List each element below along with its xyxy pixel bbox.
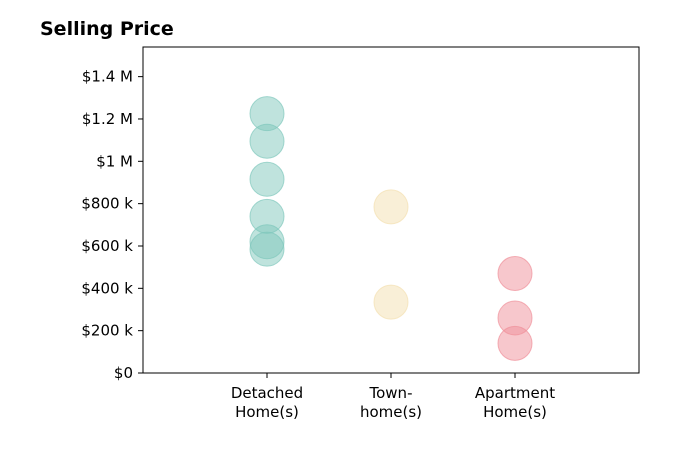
- data-point: [249, 231, 285, 267]
- y-tick-label: $1.2 M: [82, 110, 133, 128]
- y-tick-label: $0: [114, 364, 133, 382]
- x-tick-label-line: home(s): [360, 403, 422, 421]
- x-tick-label: Town-home(s): [360, 384, 422, 421]
- y-tick-label: $1.4 M: [82, 68, 133, 86]
- data-point: [497, 256, 533, 292]
- y-tick-label: $1 M: [96, 152, 133, 170]
- y-tick-label: $600 k: [81, 237, 133, 255]
- data-point: [373, 189, 409, 225]
- x-tick-label-line: Town-: [369, 384, 413, 402]
- x-tick-label-line: Apartment: [475, 384, 555, 402]
- y-tick-label: $400 k: [81, 279, 133, 297]
- chart-title: Selling Price: [40, 18, 174, 40]
- y-tick-label: $200 k: [81, 322, 133, 340]
- x-tick-label-line: Home(s): [483, 403, 547, 421]
- x-tick-label: Detached Home(s): [231, 384, 303, 421]
- data-point: [249, 161, 285, 197]
- y-axis: $0 $200 k $400 k $600 k $800 k $1 M $1.2 M $1.4…: [81, 68, 143, 382]
- x-axis: Detached Home(s)Town-home(s)Apartment Home…: [231, 373, 555, 421]
- data-point: [249, 123, 285, 159]
- x-tick-label-line: Home(s): [235, 403, 299, 421]
- y-tick-label: $800 k: [81, 195, 133, 213]
- x-tick-label-line: Detached: [231, 384, 303, 402]
- x-tick-label: Apartment Home(s): [475, 384, 555, 421]
- data-point: [373, 284, 409, 320]
- data-points: [249, 96, 533, 361]
- data-point: [497, 325, 533, 361]
